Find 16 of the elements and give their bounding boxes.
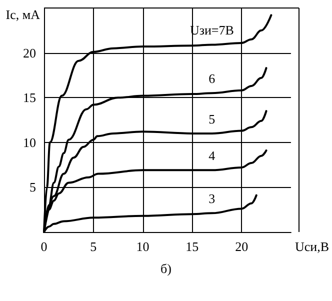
x-tick-label: 20 xyxy=(235,239,248,254)
y-tick-label: 10 xyxy=(23,134,36,150)
y-tick-label: 15 xyxy=(23,90,36,106)
x-tick-label: 10 xyxy=(136,239,150,254)
y-tick-label: 20 xyxy=(23,45,36,60)
y-axis-title: Iс, мА xyxy=(6,7,41,22)
x-tick-label: 5 xyxy=(90,239,97,254)
x-axis-title: Uси,В xyxy=(294,239,330,254)
series-label: 5 xyxy=(208,111,216,126)
series-label: 3 xyxy=(208,191,216,206)
series-label: 4 xyxy=(208,148,216,164)
x-tick-label: 0 xyxy=(40,239,48,254)
y-tick-label: 5 xyxy=(30,180,36,195)
text: б) xyxy=(160,261,172,276)
x-tick-label: 15 xyxy=(186,239,199,254)
series-label: 6 xyxy=(208,71,216,86)
